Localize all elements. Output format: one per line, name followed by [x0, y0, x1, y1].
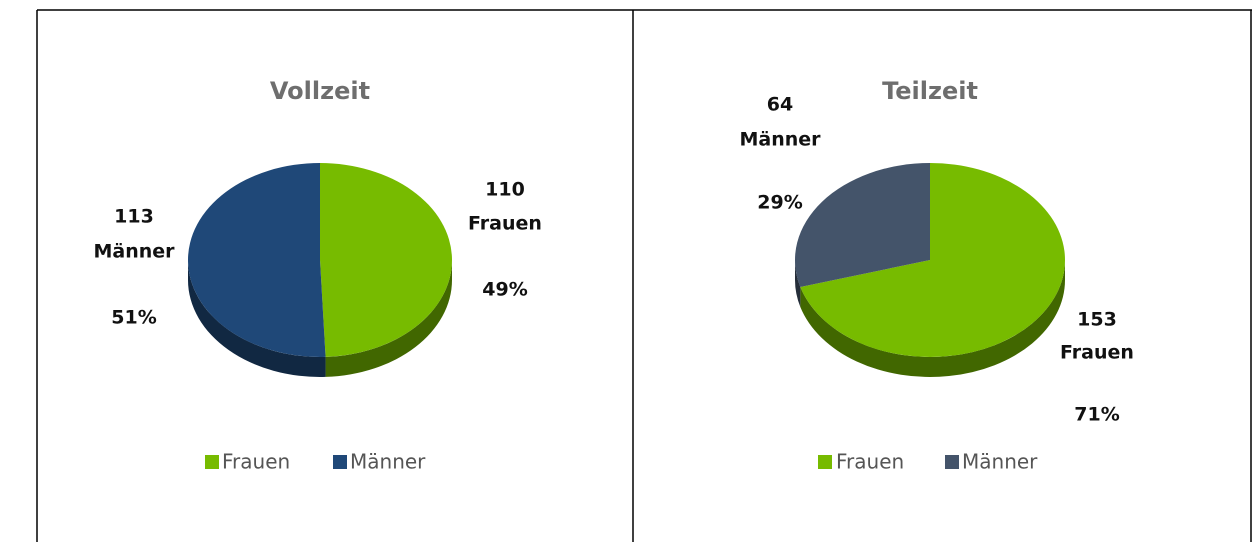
- pie-slice: [320, 163, 453, 357]
- legend-label: Männer: [962, 450, 1038, 474]
- chart-title: Teilzeit: [882, 77, 978, 105]
- legend-label: Frauen: [836, 450, 904, 474]
- data-label-value: 64: [767, 94, 793, 116]
- pie-slice-side: [188, 260, 326, 377]
- data-label-category: Frauen: [468, 213, 542, 235]
- data-label-category: Männer: [93, 241, 175, 263]
- chart-title: Vollzeit: [270, 77, 370, 105]
- data-label-category: Männer: [739, 129, 821, 151]
- pie-slice-side: [800, 260, 1065, 377]
- data-label-percent: 29%: [757, 192, 802, 214]
- data-label-value: 110: [485, 179, 525, 201]
- pie-slice-side: [795, 260, 801, 308]
- data-label-percent: 51%: [111, 307, 156, 329]
- legend-swatch: [818, 455, 832, 469]
- data-label-category: Frauen: [1060, 342, 1134, 364]
- legend-swatch: [205, 455, 219, 469]
- data-label-percent: 71%: [1074, 404, 1119, 426]
- data-label-percent: 49%: [482, 279, 527, 301]
- pie-slice: [188, 163, 326, 358]
- data-label-value: 113: [114, 206, 154, 228]
- pie-slice-side: [325, 260, 453, 377]
- legend-swatch: [945, 455, 959, 469]
- pie-slice: [794, 163, 930, 288]
- pie-slice: [800, 163, 1065, 357]
- legend-label: Frauen: [222, 450, 290, 474]
- legend-swatch: [333, 455, 347, 469]
- legend-label: Männer: [350, 450, 426, 474]
- data-label-value: 153: [1077, 309, 1117, 331]
